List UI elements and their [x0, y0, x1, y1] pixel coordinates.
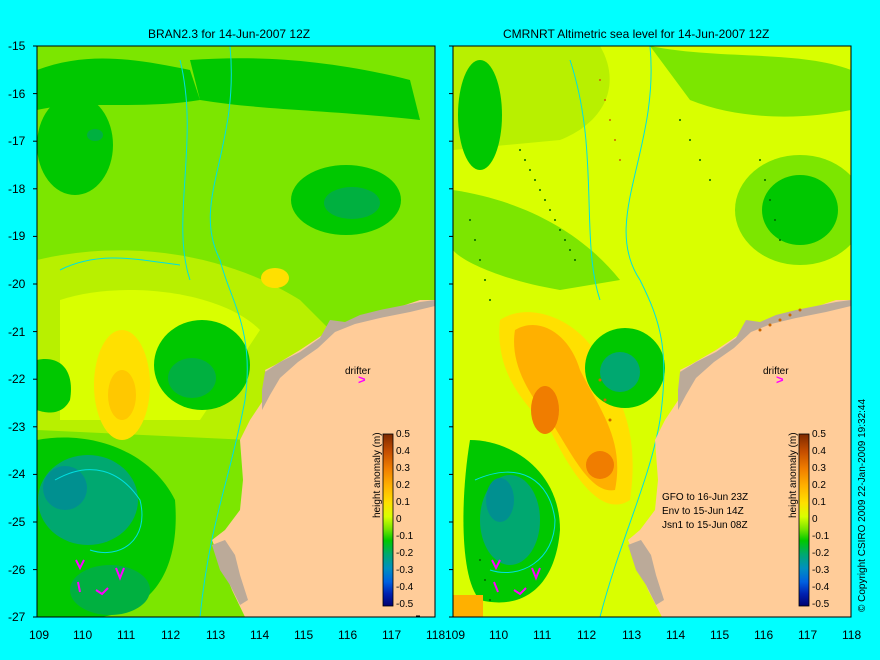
- lon-label: 117: [798, 628, 818, 642]
- colorbar-tick: 0.2: [396, 480, 410, 491]
- lon-label: 113: [622, 628, 642, 642]
- lat-label: -27: [8, 610, 26, 624]
- altimeter-track-points: [469, 119, 781, 601]
- colorbar-tick: -0.4: [812, 582, 830, 593]
- colorbar-tick: -0.4: [396, 582, 414, 593]
- lat-label: -18: [8, 182, 26, 196]
- colorbar-tick: -0.2: [396, 548, 414, 559]
- left-colorbar: [382, 433, 394, 607]
- track-note-gfo: GFO to 16-Jun 23Z: [662, 492, 749, 503]
- drifter-label-left: drifter: [345, 366, 371, 377]
- lon-label: 114: [250, 628, 270, 642]
- lat-label: -19: [8, 229, 26, 243]
- right-map: [453, 46, 851, 617]
- colorbar-label-right: height anomaly (m): [788, 432, 799, 518]
- right-panel-title: CMRNRT Altimetric sea level for 14-Jun-2…: [503, 27, 770, 41]
- lat-label: -21: [8, 325, 26, 339]
- colorbar-tick: 0.4: [396, 446, 410, 457]
- lat-label: -17: [8, 134, 26, 148]
- drifter-marker-left: >: [358, 372, 366, 387]
- lon-label: 116: [754, 628, 774, 642]
- lon-label: 116: [338, 628, 358, 642]
- colorbar-tick: 0: [812, 514, 818, 525]
- lat-label: -23: [8, 420, 26, 434]
- lon-label: 118: [426, 628, 446, 642]
- lat-label: -25: [8, 515, 26, 529]
- lon-label: 112: [577, 628, 597, 642]
- lon-label: 114: [666, 628, 686, 642]
- copyright: © Copyright CSIRO 2009 22-Jan-2009 19:32…: [857, 398, 868, 612]
- lon-label: 110: [73, 628, 93, 642]
- colorbar-tick: 0.1: [396, 497, 410, 508]
- colorbar-label-left: height anomaly (m): [372, 432, 383, 518]
- lat-label: -24: [8, 467, 26, 481]
- colorbar-tick: -0.2: [812, 548, 830, 559]
- lat-label: -20: [8, 277, 26, 291]
- colorbar-tick: -0.5: [396, 599, 414, 610]
- colorbar-tick: 0: [396, 514, 402, 525]
- float-track-markers: [75, 559, 541, 596]
- lon-label: 110: [489, 628, 509, 642]
- colorbar-tick: 0.1: [812, 497, 826, 508]
- drifter-marker-right: >: [776, 372, 784, 387]
- lon-label: 109: [445, 628, 466, 642]
- right-colorbar: [798, 433, 810, 607]
- track-note-env: Env to 15-Jun 14Z: [662, 506, 744, 517]
- lat-label: -22: [8, 372, 26, 386]
- lon-label: 111: [533, 628, 552, 642]
- colorbar-tick: -0.1: [812, 531, 830, 542]
- lon-label: 113: [206, 628, 226, 642]
- lat-label: -15: [8, 39, 26, 53]
- left-panel-title: BRAN2.3 for 14-Jun-2007 12Z: [148, 27, 311, 41]
- lon-label: 111: [117, 628, 136, 642]
- lat-label: -16: [8, 87, 26, 101]
- colorbar-tick: 0.2: [812, 480, 826, 491]
- colorbar-tick: 0.4: [812, 446, 826, 457]
- lon-label: 115: [710, 628, 730, 642]
- colorbar-tick: 0.3: [812, 463, 826, 474]
- colorbar-tick: -0.3: [396, 565, 414, 576]
- lon-label: 109: [29, 628, 50, 642]
- colorbar-tick: -0.5: [812, 599, 830, 610]
- lon-label: 115: [294, 628, 314, 642]
- lat-label: -26: [8, 563, 26, 577]
- track-note-jsn1: Jsn1 to 15-Jun 08Z: [662, 520, 748, 531]
- colorbar-tick: 0.5: [812, 429, 826, 440]
- lon-label: 118: [842, 628, 862, 642]
- lon-label: 112: [161, 628, 181, 642]
- colorbar-tick: 0.5: [396, 429, 410, 440]
- colorbar-tick: 0.3: [396, 463, 410, 474]
- lon-label: 117: [382, 628, 402, 642]
- left-map: [37, 46, 435, 617]
- drifter-label-right: drifter: [763, 366, 789, 377]
- colorbar-tick: -0.3: [812, 565, 830, 576]
- colorbar-tick: -0.1: [396, 531, 414, 542]
